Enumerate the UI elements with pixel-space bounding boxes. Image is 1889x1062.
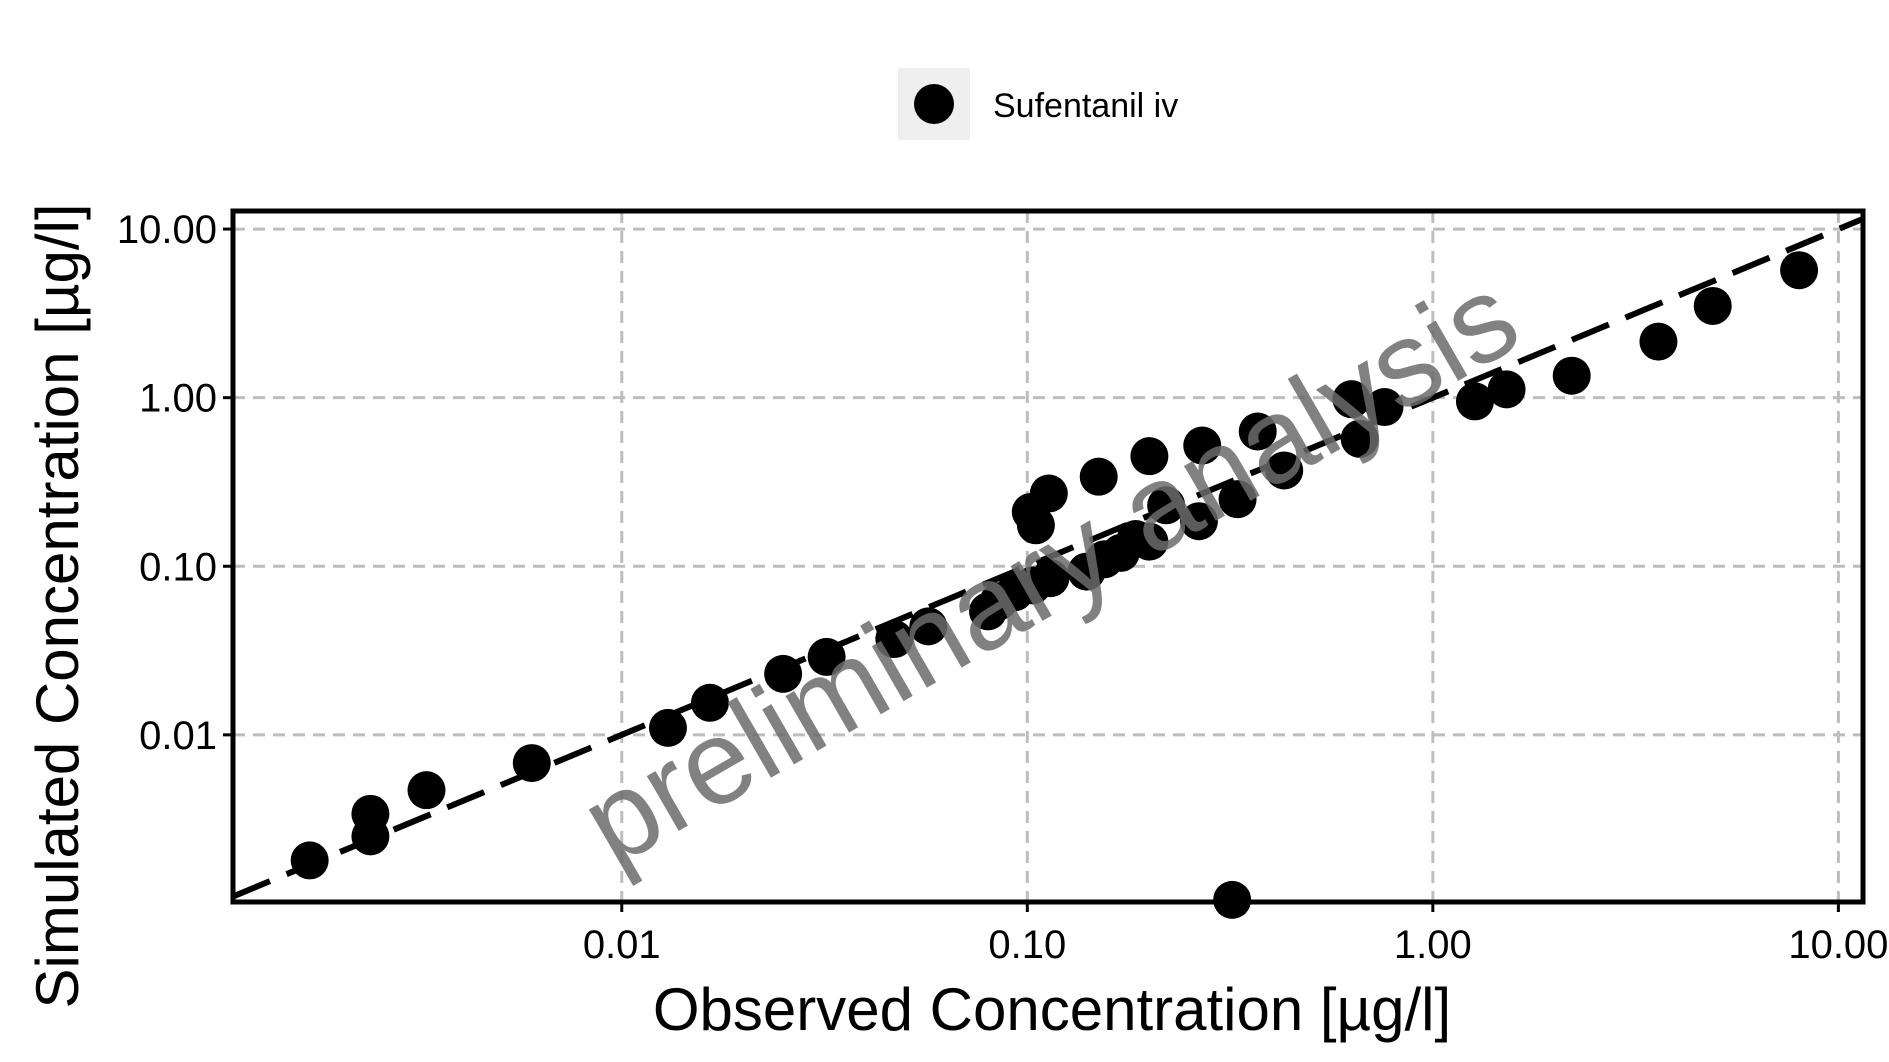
data-point-0-9: [875, 620, 914, 659]
data-point-0-4: [512, 744, 551, 783]
x-tick-label-0: 0.01: [583, 923, 661, 967]
plot-panel: [230, 208, 1866, 905]
data-point-0-38: [1639, 322, 1678, 361]
x-axis-ticks: 0.01 0.10 1.00 10.00: [583, 902, 1888, 967]
data-point-0-33: [1340, 419, 1379, 458]
data-point-0-39: [1693, 286, 1732, 325]
data-point-0-36: [1487, 370, 1526, 409]
x-tick-label-3: 10.00: [1788, 923, 1888, 967]
x-tick-label-1: 0.10: [988, 923, 1066, 967]
data-point-0-7: [764, 654, 803, 693]
data-point-0-30: [1238, 412, 1277, 451]
data-point-0-32: [1332, 380, 1371, 419]
y-tick-label-0: 0.01: [139, 714, 217, 758]
data-point-0-8: [807, 637, 846, 676]
data-point-0-26: [1147, 486, 1186, 525]
data-point-0-23: [1029, 474, 1068, 513]
data-point-0-31: [1265, 451, 1304, 490]
y-tick-label-2: 1.00: [139, 377, 217, 421]
data-point-0-35: [1455, 382, 1494, 421]
y-tick-label-3: 10.00: [117, 208, 217, 252]
legend-label: Sufentanil iv: [993, 87, 1178, 125]
data-point-0-10: [909, 607, 948, 646]
data-point-0-15: [1031, 559, 1070, 598]
data-point-0-25: [1130, 437, 1169, 476]
y-tick-label-1: 0.10: [139, 545, 217, 589]
grid-lines: [233, 211, 1863, 902]
watermark-text: preliminary analysis: [560, 248, 1540, 891]
data-point-0-20: [1116, 520, 1155, 559]
data-point-0-2: [351, 794, 390, 833]
data-point-0-3: [407, 771, 446, 810]
data-point-0-28: [1183, 426, 1222, 465]
data-point-0-6: [690, 683, 729, 722]
data-point-0-24: [1079, 457, 1118, 496]
data-point-0-34: [1365, 388, 1404, 427]
data-point-0-27: [1179, 502, 1218, 541]
identity-line: [231, 216, 1865, 900]
x-axis-title: Observed Concentration [µg/l]: [653, 976, 1451, 1043]
data-point-0-40: [1780, 251, 1819, 290]
legend-marker: [914, 84, 954, 124]
y-axis-ticks: 0.01 0.10 1.00 10.00: [117, 208, 233, 758]
y-axis-title: Simulated Concentration [µg/l]: [24, 204, 91, 1009]
data-point-0-37: [1552, 356, 1591, 395]
data-points: [290, 251, 1819, 919]
data-point-0-22: [1016, 506, 1055, 545]
data-point-0-0: [290, 841, 329, 880]
data-point-0-5: [648, 708, 687, 747]
legend: Sufentanil iv: [898, 68, 1178, 140]
x-tick-label-2: 1.00: [1394, 923, 1472, 967]
identity-line-path: [231, 216, 1865, 900]
data-point-0-29: [1218, 480, 1257, 519]
